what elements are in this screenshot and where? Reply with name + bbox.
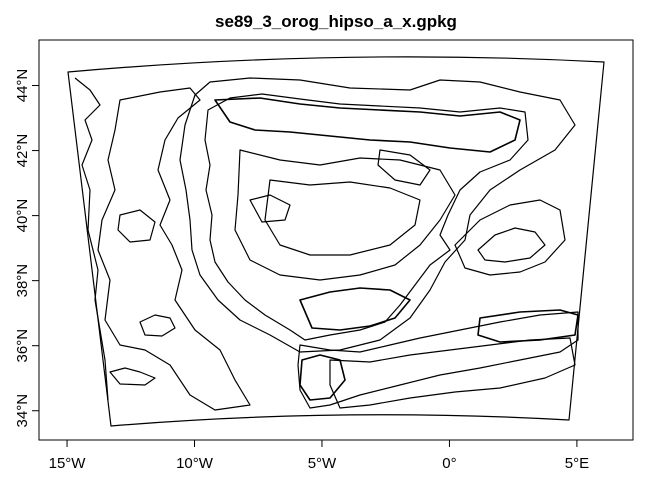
outer-contour-west xyxy=(98,88,250,410)
y-tick-label: 42°N xyxy=(14,134,31,168)
y-tick-label: 36°N xyxy=(14,329,31,363)
iberian-range-contour xyxy=(378,150,430,185)
pyrenees-highlands xyxy=(215,98,520,152)
sierra-nevada-contour xyxy=(250,195,290,222)
atlas-highlands xyxy=(478,310,578,342)
map-title: se89_3_orog_hipso_a_x.gpkg xyxy=(215,12,457,31)
meseta-contour-inner xyxy=(265,180,420,255)
map-contours xyxy=(68,57,604,426)
rif-highlands xyxy=(300,355,345,400)
seamount-contour-2 xyxy=(110,368,155,385)
seamount-contour xyxy=(140,315,175,336)
seamount-contour-3 xyxy=(118,210,155,242)
y-axis: 34°N 36°N 38°N 40°N 42°N 44°N xyxy=(14,69,39,428)
meseta-contour xyxy=(235,150,455,280)
x-tick-label: 5°W xyxy=(308,455,337,472)
y-tick-label: 38°N xyxy=(14,264,31,298)
balearic-contour xyxy=(455,200,565,275)
balearic-contour-inner xyxy=(478,228,545,262)
x-tick-label: 0° xyxy=(442,455,456,472)
x-tick-label: 15°W xyxy=(49,455,87,472)
y-tick-label: 34°N xyxy=(14,394,31,428)
x-tick-label: 10°W xyxy=(176,455,214,472)
x-tick-label: 5°E xyxy=(565,455,589,472)
x-axis: 15°W 10°W 5°W 0° 5°E xyxy=(49,440,589,472)
atlantic-contour xyxy=(75,78,108,400)
iberia-coastline xyxy=(205,94,528,340)
betic-highlands xyxy=(300,288,410,330)
y-tick-label: 40°N xyxy=(14,199,31,233)
y-tick-label: 44°N xyxy=(14,69,31,103)
